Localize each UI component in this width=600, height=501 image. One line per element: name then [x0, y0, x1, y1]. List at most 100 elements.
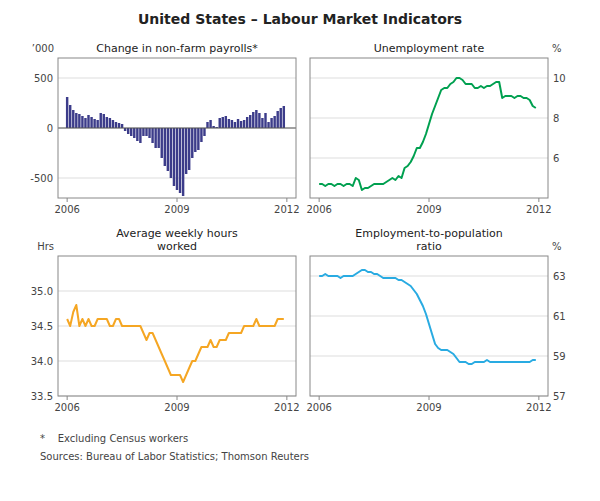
bar — [142, 128, 144, 136]
panel-title: Unemployment rate — [374, 42, 485, 55]
bar — [136, 128, 138, 141]
bar — [240, 121, 242, 128]
bar — [203, 128, 205, 136]
bar — [84, 118, 86, 128]
plot-frame — [58, 256, 296, 396]
bar — [151, 128, 153, 143]
plot-area — [319, 78, 536, 190]
x-tick-label: 2006 — [306, 204, 331, 215]
y-tick-label: 34.5 — [31, 321, 53, 332]
bar — [66, 97, 68, 128]
x-tick — [538, 396, 539, 400]
bar — [130, 128, 132, 136]
x-tick — [177, 198, 178, 202]
x-tick-label: 2012 — [526, 402, 551, 413]
bar — [237, 119, 239, 128]
x-tick-label: 2009 — [416, 402, 441, 413]
plot-area — [58, 97, 296, 196]
x-tick-label: 2012 — [526, 204, 551, 215]
y-tick-label: 61 — [553, 311, 566, 322]
x-tick — [538, 198, 539, 202]
panel-title: Change in non-farm payrolls* — [96, 42, 258, 55]
y-tick-label: 33.5 — [31, 391, 53, 402]
x-tick — [286, 396, 287, 400]
plot-area — [319, 270, 536, 364]
bar — [234, 122, 236, 128]
bar — [100, 113, 102, 128]
bar — [258, 113, 260, 128]
footnote: Sources: Bureau of Labor Statistics; Tho… — [40, 451, 309, 462]
bar — [145, 128, 147, 136]
bar — [246, 117, 248, 128]
x-tick — [67, 396, 68, 400]
y-tick-label: 6 — [553, 153, 559, 164]
x-tick-label: 2006 — [54, 204, 79, 215]
bar — [115, 122, 117, 128]
bar — [264, 113, 266, 128]
panel-title-line: worked — [157, 240, 197, 253]
bar — [188, 128, 190, 170]
bar — [173, 128, 175, 186]
y-unit-label: % — [552, 43, 562, 54]
bar — [270, 118, 272, 128]
line — [319, 270, 536, 364]
panel-title-line: Average weekly hours — [116, 227, 238, 240]
x-tick-label: 2012 — [274, 204, 299, 215]
bar — [118, 123, 120, 128]
y-tick-label: 8 — [553, 113, 559, 124]
bar — [106, 117, 108, 128]
x-tick-label: 2012 — [274, 402, 299, 413]
bar — [176, 128, 178, 190]
footnote: * Excluding Census workers — [40, 433, 188, 444]
bar — [222, 117, 224, 128]
bar — [197, 128, 199, 150]
bar — [273, 116, 275, 128]
bar — [93, 119, 95, 128]
y-tick-label: 10 — [553, 73, 566, 84]
grid-line — [58, 78, 296, 79]
bar — [127, 128, 129, 134]
grid-line — [58, 361, 296, 362]
x-tick-label: 2006 — [306, 402, 331, 413]
x-tick-label: 2009 — [416, 204, 441, 215]
line — [319, 78, 536, 190]
bar — [72, 110, 74, 128]
bar — [255, 110, 257, 128]
x-tick — [429, 198, 430, 202]
bar — [185, 128, 187, 174]
chart-root: United States – Labour Market Indicators… — [0, 0, 600, 501]
plot-frame — [310, 256, 548, 396]
bar — [231, 120, 233, 128]
bar — [261, 118, 263, 128]
bar — [112, 120, 114, 128]
bar — [200, 128, 202, 142]
grid-line — [310, 78, 548, 79]
bar — [87, 115, 89, 128]
bar — [243, 120, 245, 128]
bar — [81, 116, 83, 128]
bar — [283, 106, 285, 128]
y-tick-label: -500 — [30, 173, 53, 184]
title: United States – Labour Market Indicators — [138, 11, 462, 27]
plot-frame — [58, 58, 296, 198]
plot-area — [67, 305, 284, 382]
y-unit-label: % — [552, 241, 562, 252]
panel-title-line: Unemployment rate — [374, 42, 485, 55]
grid-line — [58, 291, 296, 292]
line — [67, 305, 284, 382]
panel: 6 8 10 2006 2009 2012 Unemployment rate% — [306, 42, 565, 215]
bar — [249, 115, 251, 128]
bar — [219, 118, 221, 128]
panel: 33.534.034.535.0200620092012Average week… — [31, 227, 300, 413]
zero-line — [58, 128, 296, 129]
y-tick-label: 59 — [553, 351, 566, 362]
bar — [194, 128, 196, 152]
bar — [209, 120, 211, 128]
y-tick-label: 35.0 — [31, 286, 53, 297]
bar — [78, 114, 80, 128]
panel-title-line: ratio — [416, 240, 442, 253]
bar — [69, 105, 71, 128]
bar — [164, 128, 166, 166]
panel: 57596163200620092012Employment-to-popula… — [306, 227, 565, 413]
bar — [161, 128, 163, 158]
